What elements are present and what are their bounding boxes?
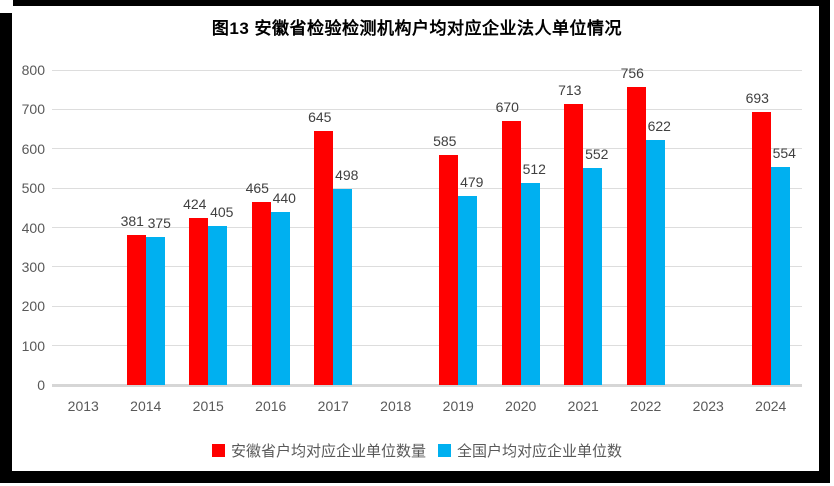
gridline-600 bbox=[52, 148, 802, 150]
legend-item-national: 全国户均对应企业单位数 bbox=[438, 440, 622, 461]
frame-border-left bbox=[0, 13, 12, 471]
bar-national-2017 bbox=[333, 188, 353, 385]
bar-national-2024 bbox=[770, 166, 790, 385]
y-axis-label-800: 800 bbox=[21, 62, 45, 78]
x-axis-label-2018: 2018 bbox=[380, 398, 412, 414]
gridline-800 bbox=[52, 69, 802, 71]
bar-label-anhui-2020: 670 bbox=[495, 99, 519, 116]
gridline-700 bbox=[52, 108, 802, 110]
bar-national-2014 bbox=[145, 237, 165, 385]
bar-anhui-2019 bbox=[439, 154, 459, 385]
bar-label-anhui-2017: 645 bbox=[308, 109, 332, 126]
x-axis-label-2014: 2014 bbox=[130, 398, 162, 414]
gridline-100 bbox=[52, 345, 802, 347]
y-axis-label-600: 600 bbox=[21, 140, 45, 157]
bar-label-national-2024: 554 bbox=[772, 144, 796, 161]
y-axis-label-400: 400 bbox=[21, 219, 45, 236]
gridline-200 bbox=[52, 305, 802, 307]
bar-anhui-2022 bbox=[626, 87, 646, 385]
bar-national-2020 bbox=[520, 183, 540, 385]
bar-anhui-2017 bbox=[314, 131, 334, 385]
bar-label-anhui-2022: 756 bbox=[620, 65, 644, 82]
x-axis-label-2013: 2013 bbox=[67, 398, 99, 414]
x-axis-label-2024: 2024 bbox=[755, 398, 787, 414]
bar-anhui-2021 bbox=[564, 104, 584, 385]
x-axis-label-2021: 2021 bbox=[567, 398, 599, 414]
bar-anhui-2016 bbox=[251, 201, 271, 385]
bar-label-national-2014: 375 bbox=[147, 215, 171, 232]
bar-label-anhui-2015: 424 bbox=[183, 196, 207, 213]
bar-anhui-2014 bbox=[126, 234, 146, 385]
legend: 安徽省户均对应企业单位数量 全国户均对应企业单位数 bbox=[0, 440, 834, 460]
y-axis-label-500: 500 bbox=[21, 180, 45, 197]
gridline-500 bbox=[52, 187, 802, 189]
legend-swatch-anhui-red bbox=[211, 443, 225, 457]
bar-label-national-2022: 622 bbox=[647, 118, 671, 135]
bar-national-2022 bbox=[645, 140, 665, 385]
bar-label-anhui-2024: 693 bbox=[745, 90, 769, 107]
bar-label-national-2019: 479 bbox=[460, 174, 484, 191]
gridline-300 bbox=[52, 266, 802, 268]
bar-national-2021 bbox=[583, 167, 603, 385]
y-axis-label-100: 100 bbox=[21, 337, 45, 354]
bar-label-national-2016: 440 bbox=[272, 189, 296, 206]
x-axis-label-2017: 2017 bbox=[317, 398, 349, 414]
bar-label-anhui-2016: 465 bbox=[245, 179, 269, 196]
legend-swatch-national-blue bbox=[438, 443, 451, 457]
y-axis-label-300: 300 bbox=[21, 258, 45, 275]
y-axis-label-0: 0 bbox=[37, 377, 45, 393]
chart-title: 图13 安徽省检验检测机构户均对应企业法人单位情况 bbox=[211, 19, 623, 38]
bar-label-anhui-2019: 585 bbox=[433, 132, 457, 149]
bar-anhui-2024 bbox=[751, 112, 771, 385]
x-axis-label-2019: 2019 bbox=[442, 398, 474, 414]
x-axis-label-2016: 2016 bbox=[255, 398, 287, 414]
bar-national-2015 bbox=[208, 225, 228, 385]
bar-label-national-2017: 498 bbox=[335, 166, 359, 183]
bar-label-national-2015: 405 bbox=[210, 203, 234, 220]
frame-border-bottom bbox=[0, 471, 830, 483]
bar-label-national-2020: 512 bbox=[522, 161, 546, 178]
x-axis-line bbox=[52, 384, 802, 387]
bar-national-2016 bbox=[270, 211, 290, 385]
x-axis-label-2023: 2023 bbox=[692, 398, 724, 414]
legend-label-national: 全国户均对应企业单位数 bbox=[457, 442, 623, 460]
y-axis-label-700: 700 bbox=[21, 101, 45, 118]
y-axis-label-200: 200 bbox=[21, 298, 45, 315]
frame-border-top bbox=[13, 0, 830, 6]
frame-border-right bbox=[819, 0, 830, 483]
legend-item-anhui: 安徽省户均对应企业单位数量 bbox=[211, 440, 426, 461]
x-axis-label-2020: 2020 bbox=[505, 398, 537, 414]
bar-label-anhui-2021: 713 bbox=[558, 82, 582, 99]
bar-label-national-2021: 552 bbox=[585, 145, 609, 162]
bar-national-2019 bbox=[458, 196, 478, 385]
bar-anhui-2015 bbox=[189, 218, 209, 385]
x-axis-label-2015: 2015 bbox=[192, 398, 224, 414]
bar-anhui-2020 bbox=[501, 121, 521, 385]
bar-label-anhui-2014: 381 bbox=[120, 212, 144, 229]
x-axis-label-2022: 2022 bbox=[630, 398, 662, 414]
gridline-400 bbox=[52, 227, 802, 228]
legend-label-anhui: 安徽省户均对应企业单位数量 bbox=[230, 442, 426, 460]
